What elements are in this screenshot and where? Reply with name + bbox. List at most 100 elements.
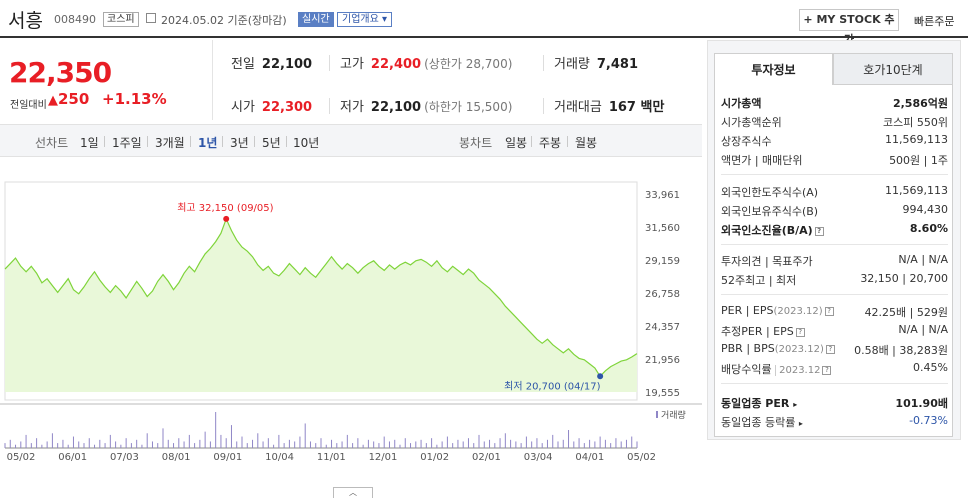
volume-bar xyxy=(241,436,243,448)
price-change: ▲250 xyxy=(48,90,89,108)
sector-per-label[interactable]: 동일업종 PER ▸ xyxy=(721,395,797,411)
volume-bar xyxy=(278,434,280,448)
open-value: 22,300 xyxy=(261,100,313,115)
volume-bar xyxy=(304,423,306,448)
info-panel: 투자정보 호가10단계 시가총액 2,586억원 시가총액순위 코스피 550위 상… xyxy=(707,40,961,440)
help-icon[interactable]: ? xyxy=(822,365,832,375)
volume-bar xyxy=(546,439,548,448)
volume-bar xyxy=(489,439,491,448)
volume-bar xyxy=(357,438,359,448)
my-stock-add-button[interactable]: + MY STOCK 추가 xyxy=(799,9,899,46)
market-badge: 코스피 xyxy=(103,12,139,27)
tab-investment-info[interactable]: 투자정보 xyxy=(714,53,833,85)
volume-bar xyxy=(4,443,6,448)
quick-order-link[interactable]: 빠른주문 xyxy=(914,15,955,28)
x-tick-label: 10/04 xyxy=(265,452,294,463)
chevron-right-icon: ▸ xyxy=(793,400,798,409)
volume-bar xyxy=(394,439,396,448)
volume-bar xyxy=(41,444,43,448)
x-tick-label: 08/01 xyxy=(162,452,191,463)
candle-monthly[interactable]: 월봉 xyxy=(575,136,598,150)
volume-bar xyxy=(404,438,406,448)
company-info-dropdown[interactable]: 기업개요 ▾ xyxy=(337,12,393,27)
volume-bar xyxy=(167,439,169,448)
volume-bar xyxy=(267,438,269,448)
low-value: 22,100 xyxy=(370,100,422,115)
pbr-label: PBR | BPS(2023.12)? xyxy=(721,342,835,355)
period-bar: 선차트 1일 1주일 3개월 1년 3년 5년 10년 봉차트 일봉 주봉 월봉 xyxy=(0,124,702,157)
sector-change-label[interactable]: 동일업종 등락률 ▸ xyxy=(721,414,803,430)
volume-bar xyxy=(252,439,254,448)
volume-bar xyxy=(9,439,11,448)
dividend-value: 0.45% xyxy=(913,361,948,374)
volume-bar xyxy=(83,443,85,448)
volume-bar xyxy=(467,438,469,448)
volume-bar xyxy=(346,434,348,448)
volume-bar xyxy=(220,434,222,448)
collapse-chart-button[interactable]: ︿ xyxy=(333,487,373,498)
rank-row: 시가총액순위 코스피 550위 xyxy=(721,114,948,132)
volume-bar xyxy=(262,441,264,448)
volume-bar xyxy=(615,438,617,448)
period-3y[interactable]: 3년 xyxy=(230,136,249,150)
volume-bar xyxy=(99,439,101,448)
help-icon[interactable]: ? xyxy=(824,306,834,316)
volume-bar xyxy=(173,443,175,448)
foreign-limit-row: 외국인한도주식수(A) 11,569,113 xyxy=(721,184,948,202)
help-icon[interactable]: ? xyxy=(825,344,835,354)
volume-bar xyxy=(531,441,533,448)
sector-per-value: 101.90배 xyxy=(895,397,948,410)
volume-bar xyxy=(109,434,111,448)
volume-bar xyxy=(410,443,412,448)
w52-row: 52주최고 | 최저 32,150 | 20,700 xyxy=(721,272,948,290)
help-icon[interactable]: ? xyxy=(814,226,824,236)
tab-order-book[interactable]: 호가10단계 xyxy=(833,53,953,85)
volume-bar xyxy=(125,438,127,448)
stock-code: 008490 xyxy=(54,13,96,26)
sector-chg-text: 동일업종 등락률 xyxy=(721,416,796,429)
candle-daily[interactable]: 일봉 xyxy=(505,136,528,150)
volume-bar xyxy=(315,443,317,448)
change-label: 전일대비 xyxy=(10,100,47,111)
foreign-hold-row: 외국인보유주식수(B) 994,430 xyxy=(721,203,948,221)
period-5y[interactable]: 5년 xyxy=(262,136,281,150)
foreign-ratio-label: 외국인소진율(B/A)? xyxy=(721,222,824,238)
period-3m[interactable]: 3개월 xyxy=(155,136,185,150)
volume-bar xyxy=(441,441,443,448)
volume-bar xyxy=(57,443,59,448)
est-per-text: 추정PER | EPS xyxy=(721,325,794,338)
change-value: 250 xyxy=(58,90,90,108)
volume-bar xyxy=(309,441,311,448)
volume-bar xyxy=(320,438,322,448)
volume-bar xyxy=(352,443,354,448)
volume-bar xyxy=(573,441,575,448)
volume-bar xyxy=(204,431,206,448)
period-1y[interactable]: 1년 xyxy=(198,136,218,150)
help-icon[interactable]: ? xyxy=(795,327,805,337)
volume-bar xyxy=(504,433,506,448)
y-tick-label: 33,961 xyxy=(645,190,680,201)
period-1w[interactable]: 1주일 xyxy=(112,136,142,150)
volume-bar xyxy=(625,439,627,448)
volume-bar xyxy=(494,443,496,448)
volume-bar xyxy=(420,439,422,448)
volume-bar xyxy=(367,439,369,448)
volume-bar xyxy=(130,443,132,448)
volume-bar xyxy=(446,436,448,448)
chevron-right-icon: ▸ xyxy=(798,419,803,428)
period-10y[interactable]: 10년 xyxy=(293,136,320,150)
y-tick-label: 31,560 xyxy=(645,223,680,234)
price-chart[interactable]: 33,961 31,560 29,159 26,758 24,357 21,956 19,5… xyxy=(0,160,702,485)
y-tick-label: 24,357 xyxy=(645,322,680,333)
volume-bar xyxy=(415,441,417,448)
per-row: PER | EPS(2023.12)? 42.25배 | 529원 xyxy=(721,304,948,322)
candle-weekly[interactable]: 주봉 xyxy=(539,136,562,150)
volume-bar xyxy=(162,428,164,448)
volume-bar xyxy=(478,434,480,448)
volume-bar xyxy=(631,436,633,448)
volume-bar xyxy=(378,443,380,448)
realtime-button[interactable]: 실시간 xyxy=(298,12,334,27)
period-1d[interactable]: 1일 xyxy=(80,136,99,150)
div-sub: 2023.12 xyxy=(775,365,821,376)
shares-label: 상장주식수 xyxy=(721,135,772,148)
